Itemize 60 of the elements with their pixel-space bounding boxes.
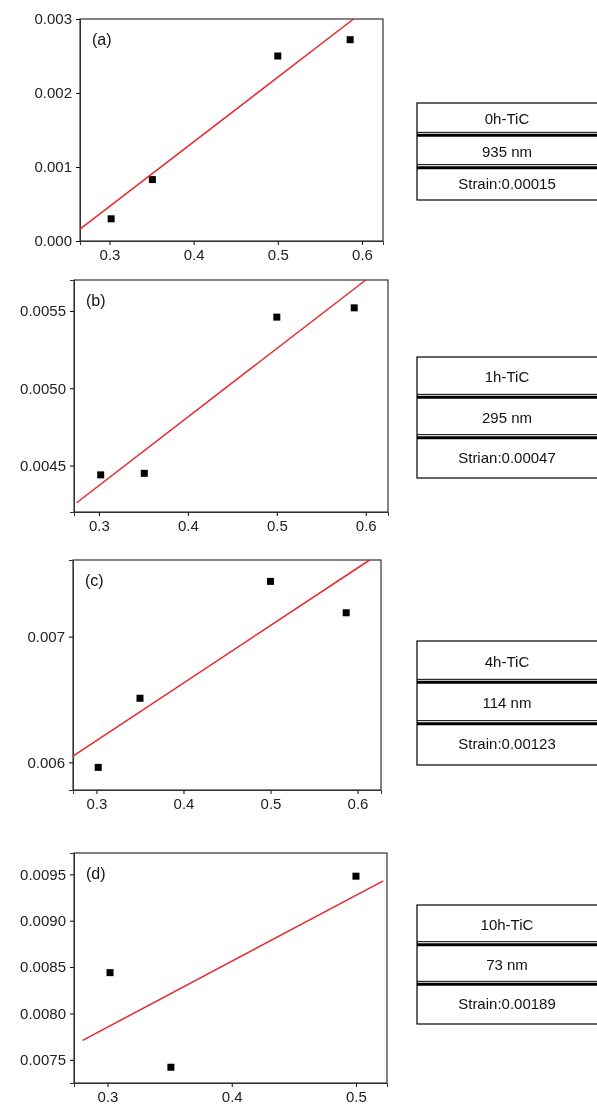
point [94, 763, 102, 771]
text: Strain:0.00123 [458, 735, 556, 753]
x-tick-label: 0.3 [86, 794, 108, 812]
text: Strain:0.00015 [458, 174, 556, 192]
x-tick-label: 0.4 [173, 794, 195, 812]
text: Strain:0.00189 [458, 995, 556, 1013]
y-tick-label: 0.003 [34, 10, 72, 28]
x-tick-label: 0.4 [177, 516, 199, 534]
y-tick-label: 0.0085 [20, 958, 66, 976]
x-tick-label: 0.5 [260, 794, 282, 812]
text: Strian:0.00047 [458, 448, 556, 466]
text: 10h-TiC [480, 915, 534, 933]
x-tick-label: 0.5 [267, 245, 289, 263]
point [107, 215, 115, 223]
y-tick-label: 0.006 [27, 753, 65, 771]
point [97, 471, 105, 479]
text: 73 nm [486, 955, 528, 973]
annotation: (d) [86, 865, 106, 882]
x-tick-label: 0.6 [355, 516, 377, 534]
y-tick-label: 0.007 [27, 627, 65, 645]
point [167, 1063, 175, 1071]
y-tick-label: 0.0080 [20, 1004, 66, 1022]
x-tick-label: 0.4 [183, 245, 205, 263]
point [273, 313, 281, 321]
annotation: (b) [86, 292, 106, 309]
y-tick-label: 0.0090 [20, 912, 66, 929]
x-tick-label: 0.6 [347, 794, 369, 812]
point [274, 52, 282, 60]
x-tick-label: 0.5 [346, 1087, 367, 1105]
x-tick-label: 0.5 [266, 516, 288, 534]
x-tick-label: 0.3 [88, 516, 110, 534]
x-tick-label: 0.6 [352, 245, 373, 263]
point [346, 36, 354, 44]
y-tick-label: 0.001 [34, 158, 72, 176]
y-tick-label: 0.0050 [20, 379, 66, 397]
text: 295 nm [481, 408, 533, 426]
x-tick-label: 0.3 [99, 245, 121, 263]
point [148, 176, 156, 184]
text: 4h-TiC [484, 652, 530, 670]
point [106, 969, 114, 977]
text: 114 nm [482, 694, 532, 711]
point [140, 469, 148, 477]
point [352, 872, 360, 880]
y-tick-label: 0.000 [34, 232, 72, 250]
annotation: (c) [85, 572, 104, 589]
point [267, 577, 274, 585]
text: 935 nm [481, 142, 533, 160]
y-tick-label: 0.002 [34, 84, 72, 102]
x-tick-label: 0.4 [221, 1087, 243, 1105]
text: 0h-TiC [484, 110, 530, 128]
y-tick-label: 0.0075 [20, 1051, 66, 1069]
point [350, 304, 358, 312]
y-tick-label: 0.0095 [20, 865, 66, 883]
point [342, 609, 350, 617]
point [136, 694, 144, 702]
y-tick-label: 0.0045 [20, 456, 66, 474]
y-tick-label: 0.0055 [20, 302, 66, 320]
x-tick-label: 0.3 [97, 1087, 119, 1105]
annotation: (a) [92, 31, 112, 48]
text: 1h-TiC [484, 368, 530, 386]
